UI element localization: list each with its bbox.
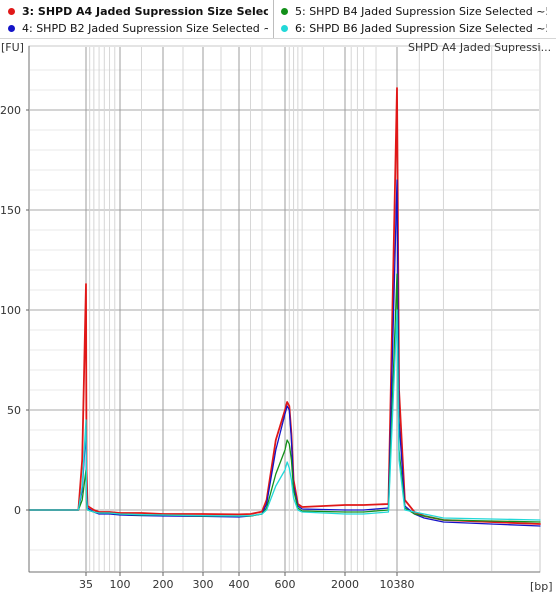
x-tick-label: 100 bbox=[110, 578, 131, 591]
legend-label-4: SHPD B2 Jaded Supression Size Selected ~… bbox=[36, 21, 268, 35]
legend-number-6: 6 bbox=[295, 21, 302, 35]
legend-dot-green bbox=[281, 7, 288, 15]
x-tick-label: 35 bbox=[79, 578, 93, 591]
legend-dot-red bbox=[8, 7, 15, 15]
y-tick-label: 100 bbox=[0, 304, 21, 317]
y-tick-label: 50 bbox=[7, 404, 21, 417]
legend-item-4[interactable]: 4: SHPD B2 Jaded Supression Size Selecte… bbox=[8, 19, 268, 37]
chart-title: SHPD A4 Jaded Supressi... bbox=[408, 41, 551, 54]
series-layer bbox=[28, 87, 541, 527]
legend-number-4: 4 bbox=[22, 21, 29, 35]
axes: 0 50 100 150 200 35 100 200 300 400 600 2000 10380 bbox=[0, 46, 540, 591]
y-tick-label: 0 bbox=[14, 504, 21, 517]
series-line-4 bbox=[28, 309, 541, 521]
y-tick-label: 150 bbox=[0, 204, 21, 217]
x-tick-label: 10380 bbox=[380, 578, 415, 591]
x-axis-label: [bp] bbox=[530, 580, 553, 593]
legend-colon-6: : bbox=[302, 21, 310, 35]
legend-colon-3: : bbox=[29, 4, 38, 18]
x-tick-label: 600 bbox=[275, 578, 296, 591]
legend-item-3[interactable]: 3: SHPD A4 Jaded Supression Size Selecte… bbox=[8, 2, 268, 20]
legend-item-6[interactable]: 6: SHPD B6 Jaded Supression Size Selecte… bbox=[281, 19, 547, 37]
legend-number-3: 3 bbox=[22, 4, 30, 18]
y-axis-label: [FU] bbox=[1, 41, 24, 54]
x-tick-label: 300 bbox=[193, 578, 214, 591]
x-tick-label: 400 bbox=[229, 578, 250, 591]
legend-separator bbox=[273, 0, 274, 38]
legend-label-5: SHPD B4 Jaded Supression Size Selected ~… bbox=[309, 4, 547, 18]
legend-label-6: SHPD B6 Jaded Supression Size Selected ~… bbox=[309, 21, 547, 35]
x-tick-label: 200 bbox=[153, 578, 174, 591]
legend-colon-4: : bbox=[29, 21, 37, 35]
x-tick-label: 2000 bbox=[331, 578, 359, 591]
legend-dot-cyan bbox=[281, 24, 288, 32]
legend-number-5: 5 bbox=[295, 4, 302, 18]
legend-label-3: SHPD A4 Jaded Supression Size Selecte... bbox=[37, 4, 268, 18]
legend-item-5[interactable]: 5: SHPD B4 Jaded Supression Size Selecte… bbox=[281, 2, 547, 20]
legend-dot-blue bbox=[8, 24, 15, 32]
electropherogram-chart: 0 50 100 150 200 35 100 200 300 400 600 2000 10380 [… bbox=[0, 41, 553, 593]
legend: 3: SHPD A4 Jaded Supression Size Selecte… bbox=[0, 0, 556, 39]
y-tick-label: 200 bbox=[0, 104, 21, 117]
legend-colon-5: : bbox=[302, 4, 310, 18]
grid bbox=[30, 47, 539, 571]
